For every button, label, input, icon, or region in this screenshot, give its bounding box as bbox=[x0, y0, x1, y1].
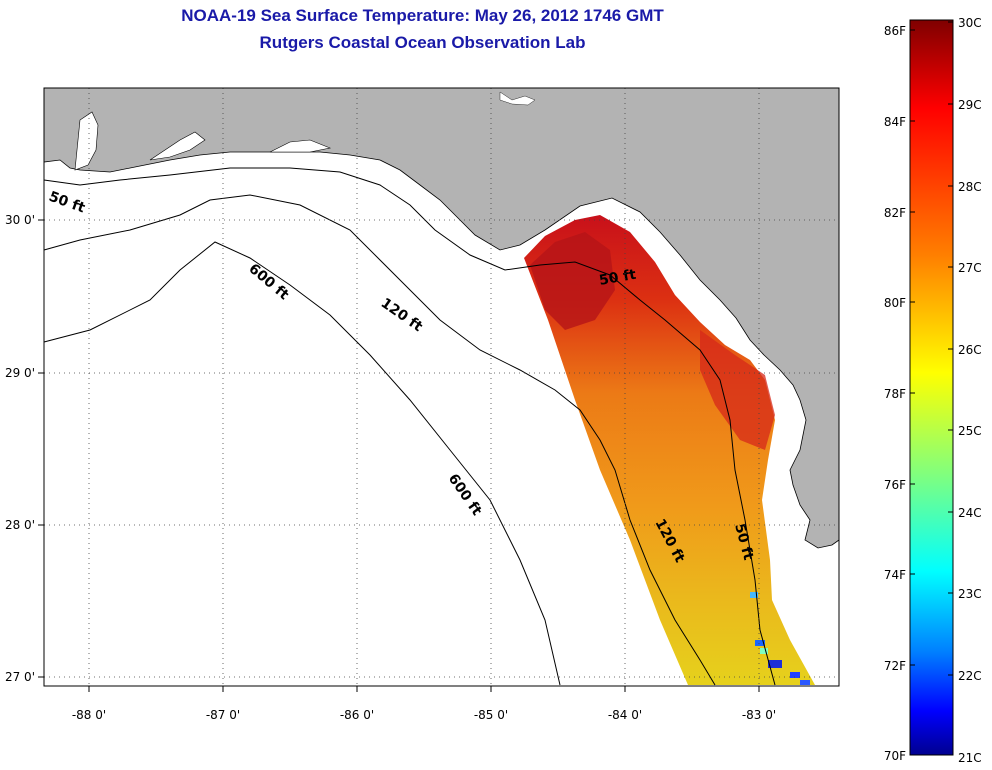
contour-50ft bbox=[43, 167, 776, 686]
sst-warm-core bbox=[530, 232, 615, 330]
colorbar-c-label: 22C bbox=[958, 669, 982, 683]
colorbar-f-label: 82F bbox=[884, 206, 906, 220]
lat-tick-label: 29 0' bbox=[5, 366, 35, 380]
colorbar-ticks bbox=[910, 21, 953, 756]
colorbar-gradient bbox=[909, 19, 954, 756]
colorbar-c-label: 21C bbox=[958, 751, 982, 765]
bay bbox=[269, 139, 332, 153]
map-frame bbox=[43, 87, 840, 687]
lat-tick-label: 27 0' bbox=[5, 670, 35, 684]
colorbar-f-label: 78F bbox=[884, 387, 906, 401]
contour-label-50ft-bigbend: 50 ft bbox=[598, 267, 638, 289]
lon-tick-label: -86 0' bbox=[340, 708, 374, 722]
colorbar-c-label: 26C bbox=[958, 343, 982, 357]
colorbar-f-label: 76F bbox=[884, 478, 906, 492]
bay bbox=[74, 111, 99, 171]
colorbar-f-label: 70F bbox=[884, 749, 906, 763]
colorbar-c-label: 27C bbox=[958, 261, 982, 275]
sst-swath bbox=[524, 215, 815, 685]
contour-120ft bbox=[43, 194, 716, 686]
colorbar-f-label: 84F bbox=[884, 115, 906, 129]
contour-600ft bbox=[43, 241, 561, 686]
map-title: NOAA-19 Sea Surface Temperature: May 26,… bbox=[181, 6, 664, 25]
colorbar-c-label: 24C bbox=[958, 506, 982, 520]
colorbar-c-label: 30C bbox=[958, 16, 982, 30]
bay bbox=[149, 131, 206, 161]
colorbar-f-label: 80F bbox=[884, 296, 906, 310]
tick-marks bbox=[38, 219, 760, 692]
colorbar-f-label: 74F bbox=[884, 568, 906, 582]
lon-tick-label: -84 0' bbox=[608, 708, 642, 722]
sst-cool-speckles bbox=[750, 592, 810, 685]
lon-tick-label: -87 0' bbox=[206, 708, 240, 722]
map-subtitle: Rutgers Coastal Ocean Observation Lab bbox=[259, 33, 586, 52]
colorbar-c-label: 25C bbox=[958, 424, 982, 438]
colorbar-c-label: 23C bbox=[958, 587, 982, 601]
land-mass bbox=[43, 87, 840, 549]
colorbar-f-label: 86F bbox=[884, 24, 906, 38]
lon-tick-label: -83 0' bbox=[742, 708, 776, 722]
colorbar-c-label: 28C bbox=[958, 180, 982, 194]
sst-warm-patch bbox=[700, 330, 775, 450]
lon-tick-label: -88 0' bbox=[72, 708, 106, 722]
lon-tick-label: -85 0' bbox=[474, 708, 508, 722]
lake bbox=[499, 91, 536, 106]
lat-tick-label: 30 0' bbox=[5, 213, 35, 227]
colorbar-f-label: 72F bbox=[884, 659, 906, 673]
colorbar-c-label: 29C bbox=[958, 98, 982, 112]
lat-tick-label: 28 0' bbox=[5, 518, 35, 532]
